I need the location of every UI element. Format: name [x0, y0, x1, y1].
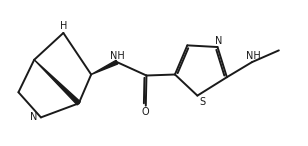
Text: S: S [199, 97, 205, 107]
Polygon shape [91, 60, 118, 74]
Text: H: H [60, 21, 68, 31]
Text: N: N [216, 36, 223, 46]
Text: O: O [142, 107, 150, 117]
Polygon shape [34, 60, 80, 105]
Text: N: N [30, 112, 37, 122]
Text: NH: NH [246, 51, 261, 61]
Text: NH: NH [110, 51, 125, 61]
